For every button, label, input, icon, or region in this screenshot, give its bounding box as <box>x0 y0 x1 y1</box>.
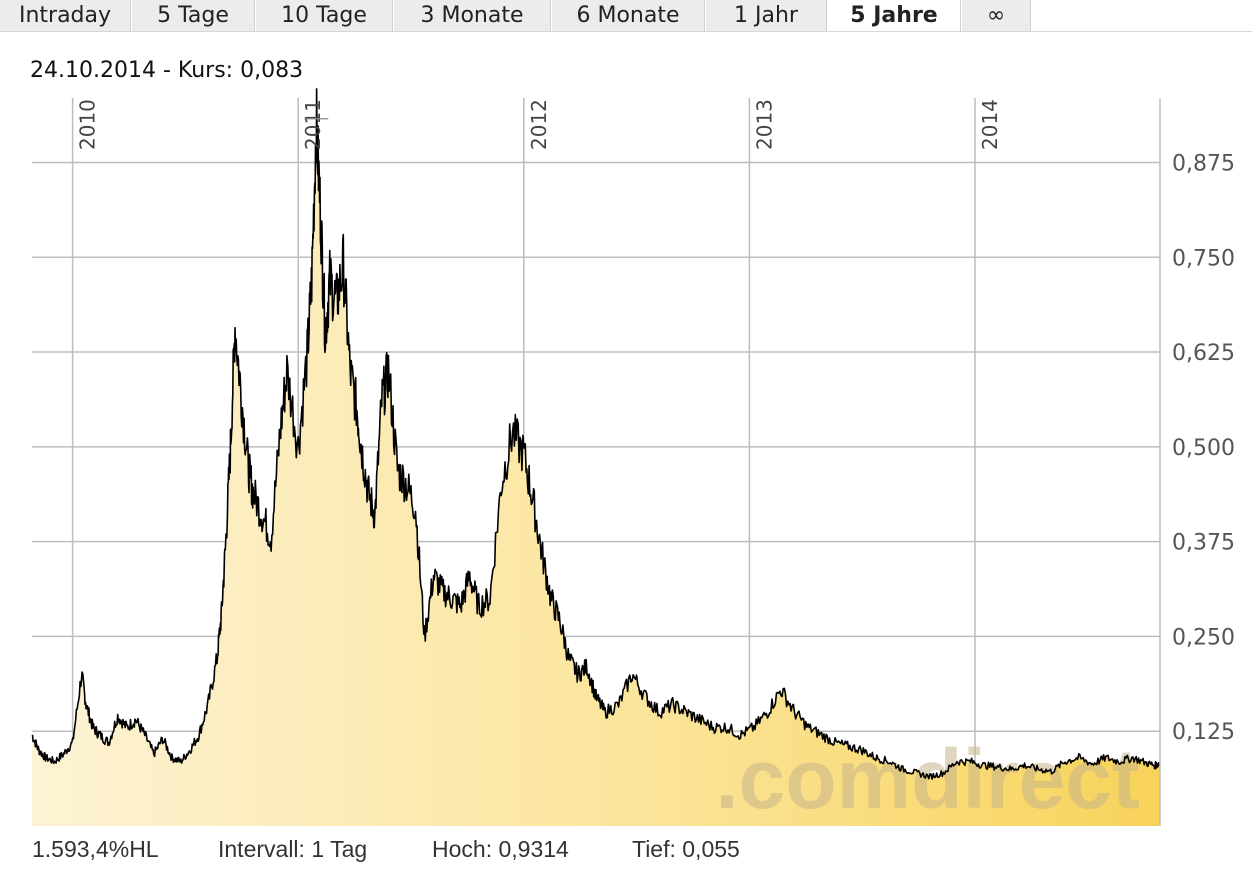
y-tick-label: 0,875 <box>1172 151 1235 176</box>
y-tick-label: 0,625 <box>1172 341 1235 366</box>
x-tick-label: 2012 <box>527 99 551 150</box>
comdirect-watermark: .comdirect <box>715 732 1140 826</box>
price-chart: .comdirect 0,125 0,250 0,375 0,500 0,625 0,75… <box>31 88 1235 826</box>
high-value: Hoch: 0,9314 <box>432 836 569 862</box>
tab-6[interactable]: 1 Jahr <box>706 0 827 31</box>
y-tick-label: 0,750 <box>1172 246 1235 271</box>
quote-price: - Kurs: 0,083 <box>155 58 304 83</box>
tab-5[interactable]: 6 Monate <box>552 0 705 31</box>
tab-7[interactable]: 5 Jahre <box>828 0 961 31</box>
y-tick-label: 0,500 <box>1172 436 1235 461</box>
quote-date: 24.10.2014 <box>30 58 156 83</box>
hl-percent: 1.593,4%HL <box>32 836 159 862</box>
y-tick-label: 0,250 <box>1172 625 1235 650</box>
price-area-fill <box>32 88 1160 826</box>
interval-label: Intervall: 1 Tag <box>218 836 368 862</box>
tab-4[interactable]: 3 Monate <box>394 0 551 31</box>
x-tick-label: 2014 <box>978 99 1002 150</box>
tab-1[interactable]: Intraday <box>0 0 131 31</box>
x-tick-label: 2013 <box>752 99 776 150</box>
price-line <box>31 88 1161 780</box>
period-tabs: Intraday 5 Tage 10 Tage 3 Monate 6 Monate 1 J… <box>0 0 1252 32</box>
tab-3[interactable]: 10 Tage <box>256 0 393 31</box>
price-header: 24.10.2014 - Kurs: 0,083 <box>30 58 303 83</box>
low-value: Tief: 0,055 <box>632 836 740 862</box>
tab-8[interactable]: ∞ <box>962 0 1031 31</box>
x-tick-label: 2010 <box>76 99 100 150</box>
y-tick-label: 0,125 <box>1172 720 1235 745</box>
tab-2[interactable]: 5 Tage <box>132 0 255 31</box>
chart-footer: 1.593,4%HL Intervall: 1 Tag Hoch: 0,9314… <box>0 836 1252 868</box>
chart-axes: 0,125 0,250 0,375 0,500 0,625 0,750 0,875 2010 2… <box>76 98 1235 826</box>
y-tick-label: 0,375 <box>1172 531 1235 556</box>
x-tick-label: 2011 <box>301 99 325 150</box>
